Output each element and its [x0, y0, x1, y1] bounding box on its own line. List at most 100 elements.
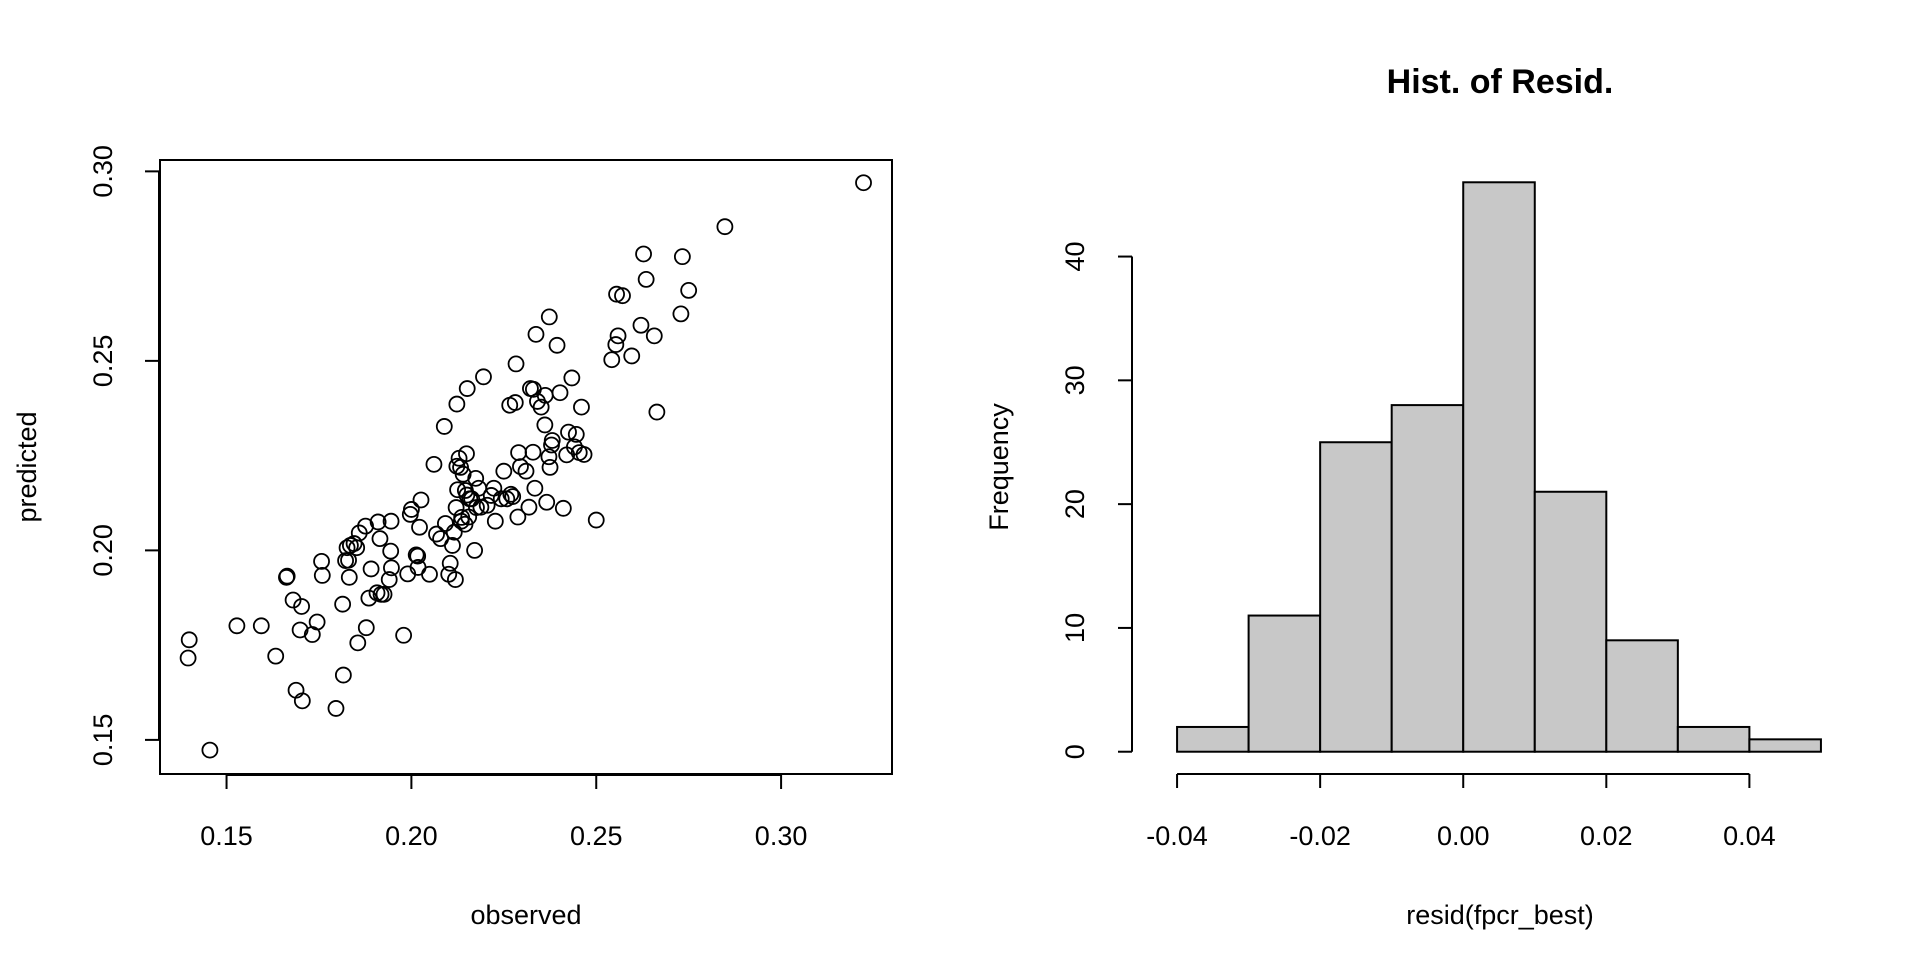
scatter-point [673, 248, 691, 266]
scatter-point [349, 634, 367, 652]
scatter-point [486, 512, 504, 530]
scatter-point [632, 316, 650, 334]
scatter-point [536, 416, 554, 434]
scatter-points [179, 174, 872, 759]
scatter-point [540, 448, 558, 466]
scatter-point [375, 585, 393, 603]
histogram-y-tick-label: 30 [1060, 365, 1090, 395]
scatter-point [452, 458, 469, 476]
scatter-point [369, 513, 387, 531]
scatter-point [228, 617, 246, 635]
histogram-x-tick-label: -0.04 [1146, 821, 1208, 851]
histogram-y-tick-label: 20 [1060, 489, 1090, 519]
histogram-title: Hist. of Resid. [1387, 63, 1614, 101]
scatter-point [357, 517, 374, 535]
scatter-point [517, 462, 535, 480]
scatter-point [278, 567, 296, 585]
histogram-x-tick-label: 0.04 [1723, 821, 1776, 851]
scatter-point [509, 508, 527, 526]
scatter-point [478, 496, 496, 514]
scatter-point [313, 552, 330, 570]
scatter-point [540, 308, 558, 326]
scatter-point [444, 537, 461, 554]
scatter-point [623, 347, 641, 365]
scatter-point [645, 327, 663, 345]
histogram-bar [1390, 404, 1465, 753]
scatter-point [554, 499, 572, 517]
scatter-y-tick-label: 0.20 [88, 524, 118, 577]
scatter-point [520, 498, 538, 516]
scatter-point [284, 591, 302, 609]
scatter-point [382, 512, 400, 530]
scatter-point [409, 547, 427, 565]
scatter-point [567, 426, 585, 443]
scatter-point [543, 432, 561, 449]
scatter-point [538, 493, 556, 511]
scatter-point [267, 647, 285, 665]
scatter-point [362, 560, 380, 578]
scatter-point [482, 487, 500, 504]
scatter-point [541, 458, 559, 476]
scatter-point [428, 525, 445, 543]
histogram-bar [1676, 725, 1751, 753]
scatter-point [371, 530, 389, 548]
histogram-y-tick-label: 40 [1060, 242, 1090, 272]
scatter-point [504, 488, 522, 505]
scatter-x-tick-label: 0.30 [755, 821, 808, 851]
scatter-x-tick-label: 0.15 [200, 821, 253, 851]
scatter-point [313, 566, 331, 584]
scatter-point [383, 559, 400, 577]
scatter-point [575, 446, 593, 463]
scatter-plot-frame [159, 159, 893, 775]
scatter-point [252, 617, 270, 635]
scatter-x-tick-label: 0.20 [385, 821, 438, 851]
histogram-x-axis: -0.04 -0.02 0.00 0.02 0.04 [1146, 773, 1776, 851]
scatter-point [425, 455, 443, 473]
scatter-point [492, 490, 510, 508]
scatter-point [560, 423, 577, 441]
scatter-x-label: observed [470, 900, 581, 930]
scatter-point [293, 692, 311, 710]
scatter-point [334, 666, 352, 684]
scatter-point [680, 281, 698, 299]
scatter-point [360, 589, 378, 607]
scatter-point [345, 535, 363, 552]
scatter-point [179, 649, 197, 667]
scatter-point [512, 458, 529, 476]
scatter-point [446, 571, 464, 588]
scatter-point [573, 398, 590, 416]
histogram-x-tick-label: -0.02 [1289, 821, 1351, 851]
histogram-bar [1462, 181, 1536, 753]
scatter-point [672, 305, 690, 323]
scatter-point [380, 571, 398, 588]
histogram-y-axis: 0 10 20 30 40 [1060, 242, 1133, 759]
scatter-point [532, 398, 550, 416]
scatter-point [412, 491, 430, 509]
histogram-x-label: resid(fpcr_best) [1406, 900, 1594, 930]
histogram-bar [1748, 738, 1822, 753]
histogram-x-tick-label: 0.02 [1580, 821, 1633, 851]
scatter-point [437, 515, 454, 532]
scatter-point [458, 445, 475, 463]
scatter-y-tick-label: 0.15 [88, 714, 118, 767]
scatter-point [635, 245, 652, 263]
scatter-point [293, 598, 310, 615]
histogram-bar [1533, 490, 1608, 753]
scatter-x-axis: 0.15 0.20 0.25 0.30 [200, 774, 808, 851]
scatter-point [458, 380, 476, 397]
scatter-panel: 0.15 0.20 0.25 0.30 0.15 0.20 0.25 0.30 observ… [12, 145, 893, 930]
scatter-y-tick-label: 0.30 [88, 145, 118, 198]
scatter-point [563, 369, 581, 387]
scatter-point [548, 336, 566, 354]
scatter-point [435, 418, 453, 435]
scatter-point [526, 479, 544, 497]
scatter-point [637, 270, 655, 288]
scatter-point [448, 395, 466, 413]
histogram-bar [1319, 441, 1393, 753]
scatter-point [648, 403, 666, 421]
scatter-point [201, 741, 219, 759]
histogram-bars [1176, 181, 1822, 753]
scatter-point [421, 565, 438, 583]
scatter-point [441, 554, 459, 572]
scatter-point [502, 485, 520, 503]
